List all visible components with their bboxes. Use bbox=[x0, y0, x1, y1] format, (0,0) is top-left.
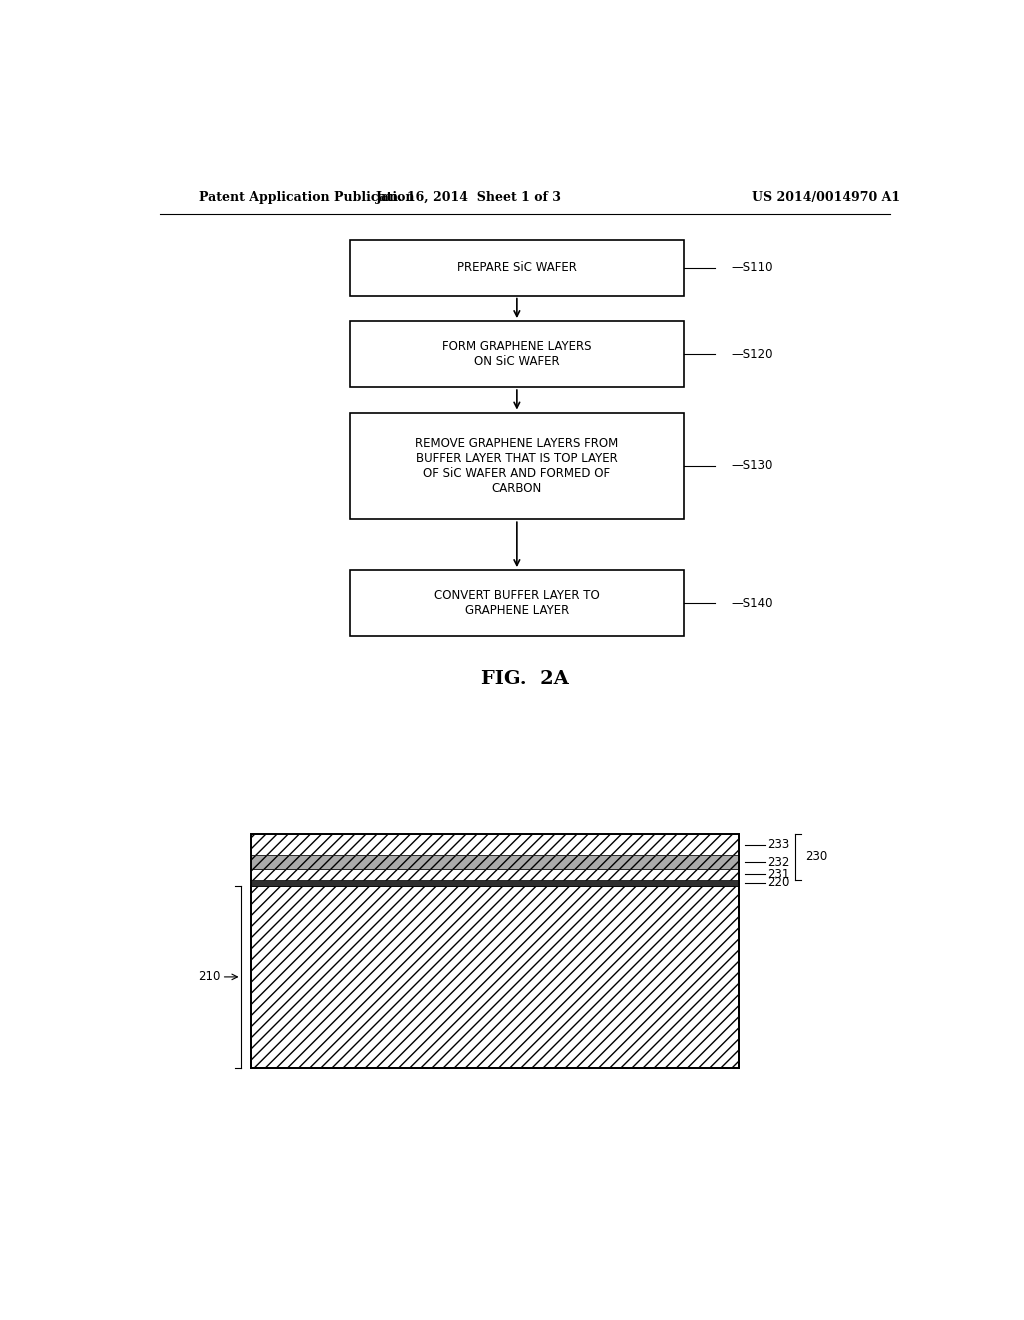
Text: 210: 210 bbox=[198, 970, 220, 983]
Bar bbox=[350, 412, 684, 519]
Text: Jan. 16, 2014  Sheet 1 of 3: Jan. 16, 2014 Sheet 1 of 3 bbox=[376, 190, 562, 203]
Bar bbox=[251, 879, 739, 886]
Text: 232: 232 bbox=[767, 855, 790, 869]
Text: —S120: —S120 bbox=[731, 347, 773, 360]
Text: PREPARE SiC WAFER: PREPARE SiC WAFER bbox=[457, 261, 577, 275]
Bar bbox=[251, 834, 739, 855]
Text: 231: 231 bbox=[767, 869, 790, 880]
Text: FORM GRAPHENE LAYERS
ON SiC WAFER: FORM GRAPHENE LAYERS ON SiC WAFER bbox=[442, 341, 592, 368]
Bar bbox=[350, 240, 684, 296]
Bar bbox=[251, 886, 739, 1068]
Bar bbox=[251, 834, 739, 1068]
Text: REMOVE GRAPHENE LAYERS FROM
BUFFER LAYER THAT IS TOP LAYER
OF SiC WAFER AND FORM: REMOVE GRAPHENE LAYERS FROM BUFFER LAYER… bbox=[416, 437, 618, 495]
Text: —S110: —S110 bbox=[731, 261, 773, 275]
Bar bbox=[251, 870, 739, 879]
Text: CONVERT BUFFER LAYER TO
GRAPHENE LAYER: CONVERT BUFFER LAYER TO GRAPHENE LAYER bbox=[434, 589, 600, 616]
Text: 220: 220 bbox=[767, 876, 790, 890]
Text: —S140: —S140 bbox=[731, 597, 773, 610]
Text: Patent Application Publication: Patent Application Publication bbox=[200, 190, 415, 203]
Bar bbox=[350, 321, 684, 387]
Bar bbox=[350, 570, 684, 636]
Bar bbox=[251, 855, 739, 870]
Text: FIG.  1: FIG. 1 bbox=[488, 259, 561, 276]
Text: FIG.  2A: FIG. 2A bbox=[481, 669, 568, 688]
Text: 230: 230 bbox=[805, 850, 827, 863]
Text: US 2014/0014970 A1: US 2014/0014970 A1 bbox=[753, 190, 900, 203]
Text: 233: 233 bbox=[767, 838, 790, 851]
Text: —S130: —S130 bbox=[731, 459, 772, 473]
